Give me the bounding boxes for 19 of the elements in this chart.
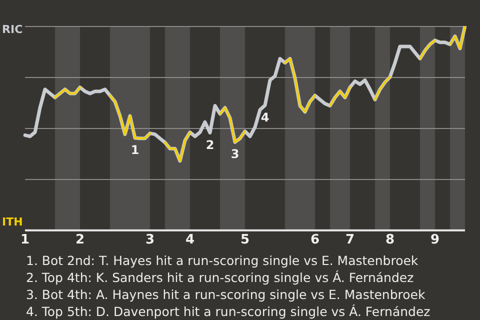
text: 4. Top 5th: D. Davenport hit a run-scoring single vs Á. Fernández [26, 303, 432, 320]
annotation: 3 [230, 147, 240, 162]
text: 2. Top 4th: K. Sanders hit a run-scoring single vs Á. Fernández [26, 269, 415, 286]
x-tick-label: 9 [430, 232, 440, 248]
text: 3. Bot 4th: A. Haynes hit a run-scoring single vs E. Mastenbroek [26, 286, 426, 303]
x-tick-label: 2 [75, 232, 85, 248]
annotation: 4 [260, 110, 270, 124]
x-tick-label: 3 [145, 232, 155, 248]
text: RIC [2, 22, 23, 36]
x-tick-label: 8 [385, 232, 395, 248]
annotation: 1 [130, 143, 140, 158]
text: 1. Bot 2nd: T. Hayes hit a run-scoring single vs E. Mastenbroek [26, 252, 420, 269]
x-tick-label: 7 [345, 232, 355, 248]
text: ITH [2, 215, 23, 228]
x-tick-label: 5 [240, 232, 250, 248]
x-tick-label: 6 [310, 232, 320, 248]
x-tick-label: 4 [185, 232, 195, 248]
x-tick-label: 1 [20, 232, 30, 248]
annotation: 2 [206, 138, 214, 152]
